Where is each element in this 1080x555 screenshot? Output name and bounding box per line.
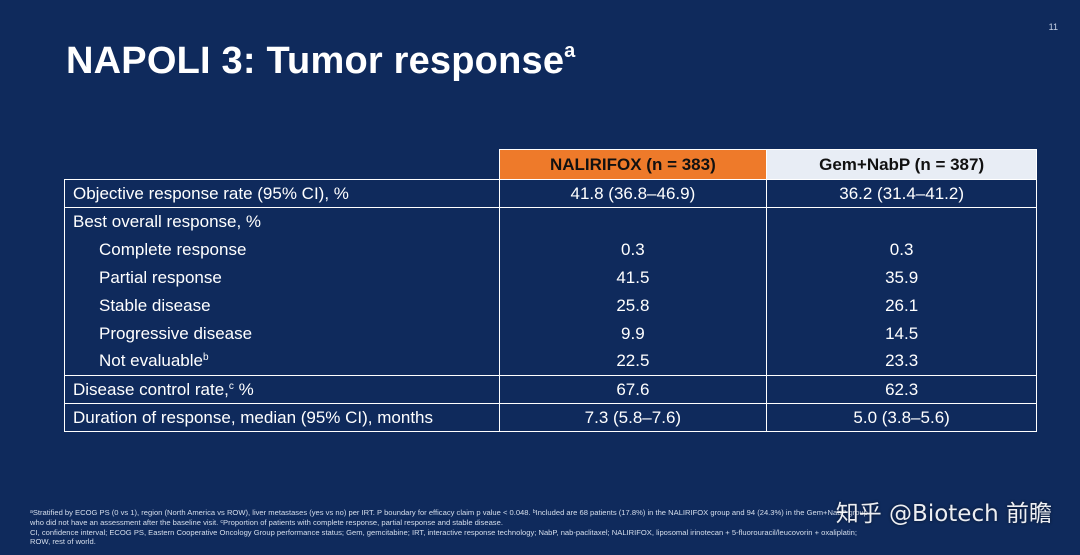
row-label: Not evaluableb [64, 347, 500, 376]
nalirifox-value: 7.3 (5.8–7.6) [498, 403, 768, 432]
header-empty-cell [65, 150, 500, 180]
table-row: Not evaluableb 22.5 23.3 [64, 347, 1037, 376]
row-label: Partial response [64, 263, 500, 292]
gem-nabp-value: 62.3 [766, 375, 1037, 404]
nalirifox-value: 41.5 [498, 263, 768, 292]
header-nalirifox: NALIRIFOX (n = 383) [498, 149, 768, 180]
table-row: Stable disease 25.8 26.1 [64, 291, 1037, 320]
gem-nabp-value: 5.0 (3.8–5.6) [766, 403, 1037, 432]
row-label: Disease control rate,c % [64, 375, 500, 404]
table-row: Best overall response, % [64, 207, 1037, 236]
slide-title-text: NAPOLI 3: Tumor response [66, 40, 565, 82]
gem-nabp-value: 14.5 [766, 319, 1037, 348]
gem-nabp-value: 0.3 [766, 235, 1037, 264]
gem-nabp-value [766, 207, 1037, 236]
footnotes: ᵃStratified by ECOG PS (0 vs 1), region … [30, 508, 1060, 547]
nalirifox-value: 9.9 [498, 319, 768, 348]
footnote-line: ᵃStratified by ECOG PS (0 vs 1), region … [30, 508, 868, 517]
footnote-marker: b [202, 352, 209, 364]
table-row: Objective response rate (95% CI), % 41.8… [64, 179, 1037, 208]
nalirifox-value: 0.3 [498, 235, 768, 264]
table-row: Partial response 41.5 35.9 [64, 263, 1037, 292]
table-row: Progressive disease 9.9 14.5 [64, 319, 1037, 348]
slide-title: NAPOLI 3: Tumor responsea [66, 40, 576, 83]
row-label: Best overall response, % [64, 207, 500, 236]
row-label-text: Not evaluable [99, 351, 203, 371]
row-label: Objective response rate (95% CI), % [64, 179, 500, 208]
gem-nabp-value: 23.3 [766, 347, 1037, 376]
footnote-line: who did not have an assessment after the… [30, 517, 503, 527]
table-row: Disease control rate,c % 67.6 62.3 [64, 375, 1037, 404]
nalirifox-value: 67.6 [498, 375, 768, 404]
row-label: Complete response [64, 235, 500, 264]
nalirifox-value: 22.5 [498, 347, 768, 376]
tumor-response-table: NALIRIFOX (n = 383) Gem+NabP (n = 387) O… [64, 149, 1037, 432]
gem-nabp-value: 35.9 [766, 263, 1037, 292]
table-header-row: NALIRIFOX (n = 383) Gem+NabP (n = 387) [65, 149, 1037, 180]
gem-nabp-value: 36.2 (31.4–41.2) [766, 179, 1037, 208]
row-label-text: Disease control rate, [73, 379, 229, 399]
footnote-line: ROW, rest of world. [30, 537, 96, 547]
footnote-marker: c [228, 380, 234, 392]
nalirifox-value [498, 207, 768, 236]
table-row: Duration of response, median (95% CI), m… [64, 403, 1037, 432]
watermark: 知乎 @Biotech 前瞻 [835, 501, 1052, 527]
nalirifox-value: 41.8 (36.8–46.9) [498, 179, 768, 208]
footnote-line: CI, confidence interval; ECOG PS, Easter… [30, 527, 858, 537]
row-label: Progressive disease [64, 319, 500, 348]
gem-nabp-value: 26.1 [766, 291, 1037, 320]
page-number: 11 [1048, 22, 1058, 32]
nalirifox-value: 25.8 [498, 291, 768, 320]
title-superscript: a [564, 40, 576, 62]
row-label: Stable disease [64, 291, 500, 320]
table-row: Complete response 0.3 0.3 [64, 235, 1037, 264]
row-label: Duration of response, median (95% CI), m… [64, 403, 500, 432]
header-gem-nabp: Gem+NabP (n = 387) [766, 149, 1037, 180]
row-label-suffix: % [233, 379, 254, 399]
